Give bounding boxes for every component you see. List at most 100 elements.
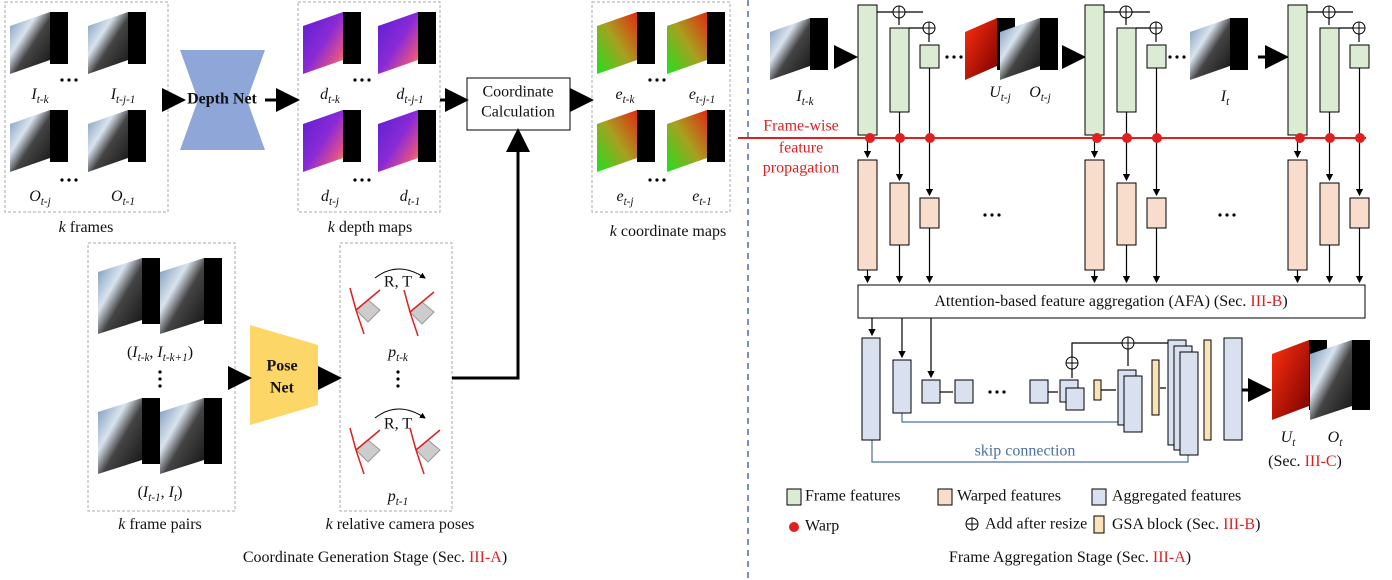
image (88, 110, 128, 172)
label: dt-j-1 (396, 86, 423, 106)
frame-feature (1085, 5, 1104, 135)
label: dt-j (321, 188, 339, 208)
frame-feature (920, 45, 939, 68)
ellipsis-dot (662, 78, 665, 81)
warp-dot (1355, 133, 1365, 143)
text-part: ) (1282, 293, 1287, 310)
image-thumb (160, 258, 222, 334)
ellipsis-dot (360, 178, 363, 181)
image (597, 110, 637, 172)
subscript: t-k (37, 94, 50, 106)
text-part: III-C (1305, 453, 1337, 470)
subscript: t (1226, 96, 1230, 108)
image-pad (418, 110, 436, 162)
subscript: t (1292, 437, 1296, 449)
image (378, 12, 418, 74)
text-part: p (387, 344, 396, 361)
subscript: t-k (802, 96, 815, 108)
image-thumb (597, 12, 655, 74)
warp-dot (1092, 133, 1102, 143)
propagation-label: propagation (763, 160, 839, 177)
rt-label: R, T (384, 416, 412, 433)
warp-dot (925, 133, 935, 143)
legend-swatch (1092, 489, 1106, 505)
caption: k relative camera poses (326, 516, 475, 533)
coord-calc-label: Calculation (481, 104, 555, 121)
label: It-k (30, 86, 49, 106)
text-part: ) (177, 484, 182, 501)
subscript: t-j-1 (404, 94, 423, 106)
ellipsis-dot (1175, 55, 1178, 58)
subscript: t-j (1001, 92, 1011, 104)
ellipsis-dot (655, 178, 658, 181)
subscript: t-k+1 (163, 352, 188, 364)
pose-net-label: Pose (266, 358, 297, 375)
text-part: p (387, 488, 396, 505)
frame-feature (1320, 28, 1339, 112)
afa-label: Attention-based feature aggregation (AFA… (934, 293, 1287, 310)
ellipsis-dot (662, 178, 665, 181)
text-part: III-A (469, 549, 502, 566)
caption: k depth maps (328, 219, 412, 236)
image-pad (50, 12, 68, 64)
label: Ot-j (29, 188, 51, 208)
text-part: III-B (1250, 293, 1282, 310)
image (1272, 340, 1309, 420)
aggregated-feature (1224, 338, 1242, 440)
label: Ot-j (1029, 84, 1051, 104)
legend-label: Aggregated features (1112, 488, 1241, 505)
image (303, 110, 343, 172)
aggregated-feature (1030, 380, 1048, 403)
image-pad (707, 12, 725, 64)
label: Ot-1 (111, 188, 135, 208)
caption: k frame pairs (118, 516, 202, 533)
image (10, 12, 50, 74)
ellipsis-dot (67, 178, 70, 181)
image-thumb (160, 398, 222, 474)
arrow (452, 134, 518, 378)
ellipsis-dot (648, 178, 651, 181)
image-thumb (303, 110, 361, 172)
image-thumb (667, 110, 725, 172)
image-pad (637, 110, 655, 162)
ellipsis-dot (952, 55, 955, 58)
subscript: t-1 (699, 196, 711, 208)
image-pad (128, 12, 146, 64)
image-pad (343, 110, 361, 162)
ellipsis-dot (648, 78, 651, 81)
image-pad (1230, 18, 1248, 70)
stage-title: Frame Aggregation Stage (Sec. III-A) (949, 549, 1191, 566)
image-thumb (667, 12, 725, 74)
text-part: O (1029, 84, 1041, 101)
text-part: ) (1255, 516, 1260, 533)
text-part: e (616, 86, 623, 103)
image-pad (418, 12, 436, 64)
image-thumb (770, 18, 828, 80)
image-thumb (88, 12, 146, 74)
image-pad (204, 398, 222, 464)
frame-feature (1288, 5, 1307, 135)
text-part: ) (1337, 453, 1342, 470)
image-pad (50, 110, 68, 162)
image-thumb (1310, 340, 1370, 420)
image-thumb (88, 110, 146, 172)
text-part: e (692, 188, 699, 205)
text-part: Frame Aggregation Stage (Sec. (949, 549, 1153, 566)
warped-feature (1117, 183, 1136, 245)
gsa-block (1094, 380, 1101, 400)
axis (350, 288, 356, 310)
subscript: t-k (328, 94, 341, 106)
subscript: t-j (329, 196, 339, 208)
warp-dot (1152, 133, 1162, 143)
image-pad (637, 12, 655, 64)
text-part: frame pairs (125, 516, 201, 533)
aggregated-feature (1124, 376, 1142, 432)
aggregated-feature (1180, 352, 1198, 455)
subscript: t-1 (148, 492, 160, 504)
ellipsis-dot (353, 178, 356, 181)
subscript: t-1 (123, 196, 135, 208)
text-part: coordinate maps (617, 223, 726, 240)
caption: k coordinate maps (610, 223, 726, 240)
image (667, 110, 707, 172)
text-part: O (111, 188, 123, 205)
